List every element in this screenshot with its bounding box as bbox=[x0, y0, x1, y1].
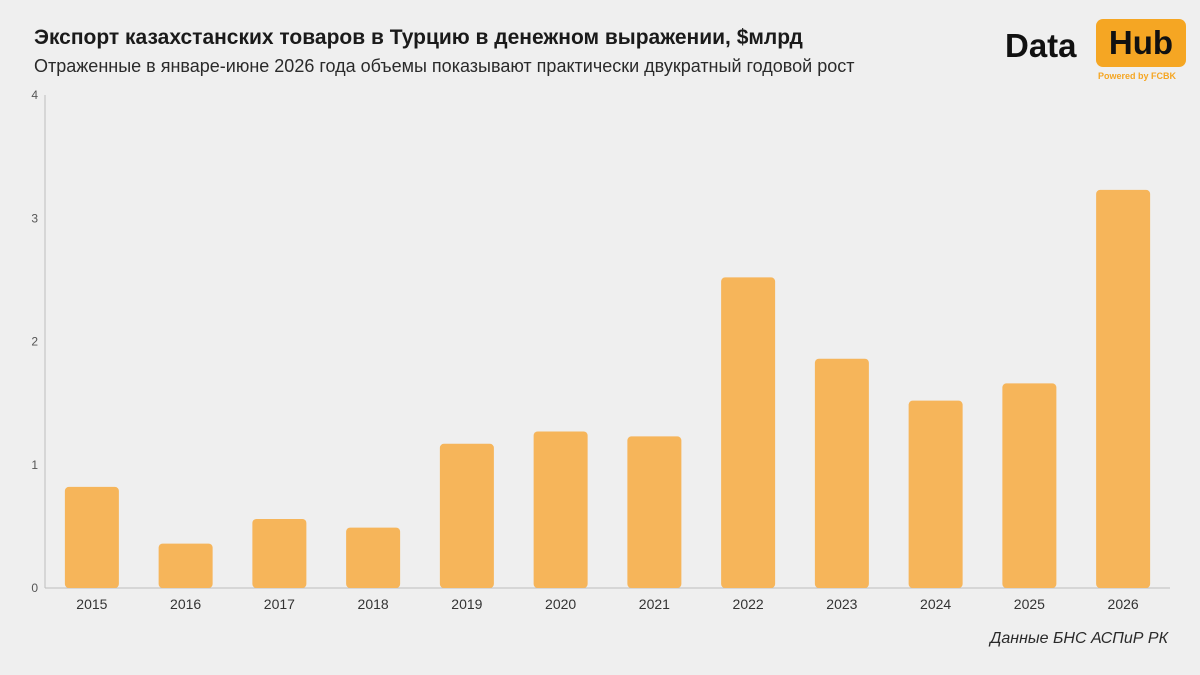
x-tick-label: 2015 bbox=[76, 596, 107, 612]
y-tick-label: 2 bbox=[31, 335, 38, 349]
x-tick-label: 2020 bbox=[545, 596, 576, 612]
logo-hub-text: Hub bbox=[1096, 19, 1186, 67]
bar-2022 bbox=[721, 277, 776, 588]
x-tick-label: 2024 bbox=[920, 596, 951, 612]
logo-data-text: Data bbox=[1005, 27, 1077, 64]
x-tick-label: 2025 bbox=[1014, 596, 1045, 612]
bar-2017 bbox=[252, 518, 307, 588]
chart-title: Экспорт казахстанских товаров в Турцию в… bbox=[34, 26, 803, 49]
bar-2023 bbox=[814, 358, 869, 588]
bar-2021 bbox=[627, 436, 682, 588]
x-tick-label: 2018 bbox=[358, 596, 389, 612]
bar-2016 bbox=[158, 543, 213, 588]
datahub-logo: Data Hub Powered by FCBK bbox=[1005, 19, 1186, 85]
bar-2024 bbox=[908, 400, 963, 588]
bar-2015 bbox=[64, 486, 119, 588]
chart-subtitle: Отраженные в январе-июне 2026 года объем… bbox=[34, 56, 855, 76]
x-tick-label: 2026 bbox=[1108, 596, 1139, 612]
bar-2019 bbox=[439, 443, 494, 588]
bar-2018 bbox=[346, 527, 401, 588]
y-tick-label: 3 bbox=[31, 211, 38, 225]
y-tick-label: 4 bbox=[31, 88, 38, 102]
x-tick-label: 2021 bbox=[639, 596, 670, 612]
source-note: Данные БНС АСПиР РК bbox=[990, 630, 1168, 647]
bar-2026 bbox=[1096, 189, 1151, 588]
x-tick-label: 2023 bbox=[826, 596, 857, 612]
bar-2025 bbox=[1002, 383, 1057, 588]
x-tick-label: 2017 bbox=[264, 596, 295, 612]
bar-2020 bbox=[533, 431, 588, 588]
x-tick-label: 2019 bbox=[451, 596, 482, 612]
y-tick-label: 1 bbox=[31, 458, 38, 472]
logo-powered-text: Powered by FCBK bbox=[1098, 71, 1177, 81]
y-tick-label: 0 bbox=[31, 581, 38, 595]
x-tick-label: 2016 bbox=[170, 596, 201, 612]
x-tick-label: 2022 bbox=[733, 596, 764, 612]
